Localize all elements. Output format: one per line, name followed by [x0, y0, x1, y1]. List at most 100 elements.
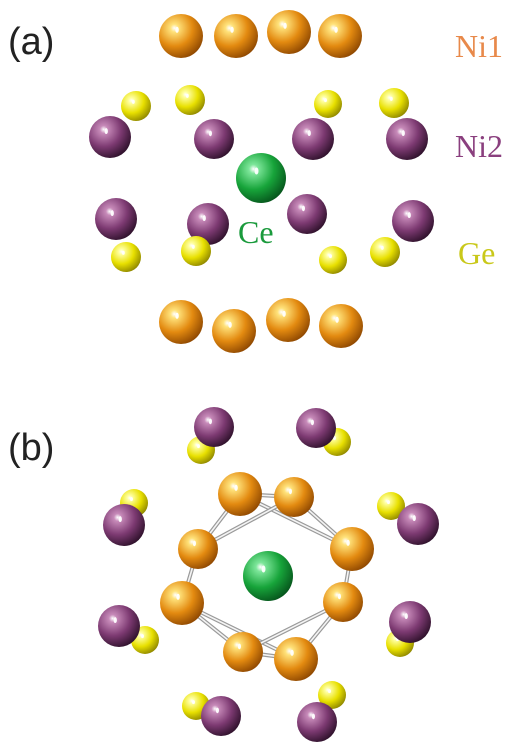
ni1-atom [266, 298, 310, 342]
atom-highlight [118, 516, 122, 523]
atom-highlight [175, 26, 179, 33]
atom-highlight [337, 593, 341, 600]
atom-highlight [131, 99, 135, 104]
atom-highlight [401, 130, 405, 137]
atom-highlight [386, 500, 390, 505]
ni1-atom [274, 637, 318, 681]
atom-highlight [228, 321, 232, 328]
ge-atom [175, 85, 205, 115]
ni2-atom [296, 408, 336, 448]
ge-atom [319, 246, 347, 274]
atom-highlight [191, 244, 195, 249]
atom-highlight [129, 497, 133, 502]
ni1-atom [323, 582, 363, 622]
ni2-atom [297, 702, 337, 742]
atom-highlight [290, 649, 294, 656]
atom-highlight [307, 130, 311, 137]
ge-atom [121, 91, 151, 121]
atom-highlight [196, 444, 200, 449]
ni2-atom [89, 116, 131, 158]
atom-highlight [301, 205, 305, 212]
ce-atom [243, 551, 293, 601]
atom-highlight [261, 565, 266, 573]
atom-highlight [327, 689, 331, 694]
atom-highlight [237, 643, 241, 650]
atom-highlight [283, 22, 287, 29]
ni2-atom [389, 601, 431, 643]
ni2-atom [95, 198, 137, 240]
panel-b-label: (b) [8, 427, 54, 469]
ni1-atom [318, 14, 362, 58]
atom-highlight [104, 128, 108, 135]
ce-atom-label: Ce [238, 214, 274, 250]
legend-ge-label: Ge [458, 235, 495, 271]
atom-highlight [335, 316, 339, 323]
atom-highlight [202, 215, 206, 222]
ni1-atom [214, 14, 258, 58]
atom-highlight [113, 617, 117, 624]
atom-highlight [282, 310, 286, 317]
ni2-atom [386, 118, 428, 160]
atom-highlight [323, 98, 327, 103]
ge-atom [370, 237, 400, 267]
ni2-atom [98, 605, 140, 647]
ge-atom [111, 242, 141, 272]
atom-highlight [176, 593, 180, 600]
atoms-layer [89, 10, 439, 742]
atom-highlight [121, 250, 125, 255]
atom-highlight [140, 634, 144, 639]
atom-highlight [288, 488, 292, 495]
ni2-atom [194, 407, 234, 447]
panel-a-label: (a) [8, 21, 54, 63]
ni2-atom [287, 194, 327, 234]
ni2-atom [194, 119, 234, 159]
ni1-atom [160, 581, 204, 625]
ni1-atom [223, 632, 263, 672]
atom-highlight [407, 212, 411, 219]
ni1-atom [319, 304, 363, 348]
ce-atom [236, 153, 286, 203]
atom-highlight [404, 613, 408, 620]
atom-highlight [110, 210, 114, 217]
ge-atom [318, 681, 346, 709]
ni2-atom [201, 696, 241, 736]
ni2-atom [103, 504, 145, 546]
atom-highlight [334, 26, 338, 33]
ge-atom [379, 88, 409, 118]
atom-highlight [191, 700, 195, 705]
ni1-atom [274, 477, 314, 517]
ni1-atom [218, 472, 262, 516]
ni1-atom [159, 14, 203, 58]
atom-highlight [230, 26, 234, 33]
ni2-atom [392, 200, 434, 242]
atom-highlight [380, 245, 384, 250]
ni1-atom [178, 529, 218, 569]
legend-ni1-label: Ni1 [455, 28, 503, 64]
atom-highlight [310, 419, 314, 426]
ni1-atom [330, 527, 374, 571]
atom-highlight [346, 539, 350, 546]
ni1-atom [267, 10, 311, 54]
ni2-atom [187, 203, 229, 245]
atom-highlight [254, 167, 259, 175]
ni2-atom [397, 503, 439, 545]
atom-highlight [185, 93, 189, 98]
legend-ni2-label: Ni2 [455, 128, 503, 164]
atom-highlight [192, 540, 196, 547]
ni2-atom [292, 118, 334, 160]
ge-atom [181, 236, 211, 266]
atom-highlight [412, 515, 416, 522]
atom-highlight [234, 484, 238, 491]
atom-highlight [328, 254, 332, 259]
atom-highlight [311, 713, 315, 720]
ge-atom [377, 492, 405, 520]
atom-highlight [208, 130, 212, 137]
atom-highlight [389, 96, 393, 101]
atom-highlight [208, 418, 212, 425]
atom-highlight [175, 312, 179, 319]
ni1-atom [212, 309, 256, 353]
ni1-atom [159, 300, 203, 344]
atom-highlight [215, 707, 219, 714]
ge-atom [314, 90, 342, 118]
